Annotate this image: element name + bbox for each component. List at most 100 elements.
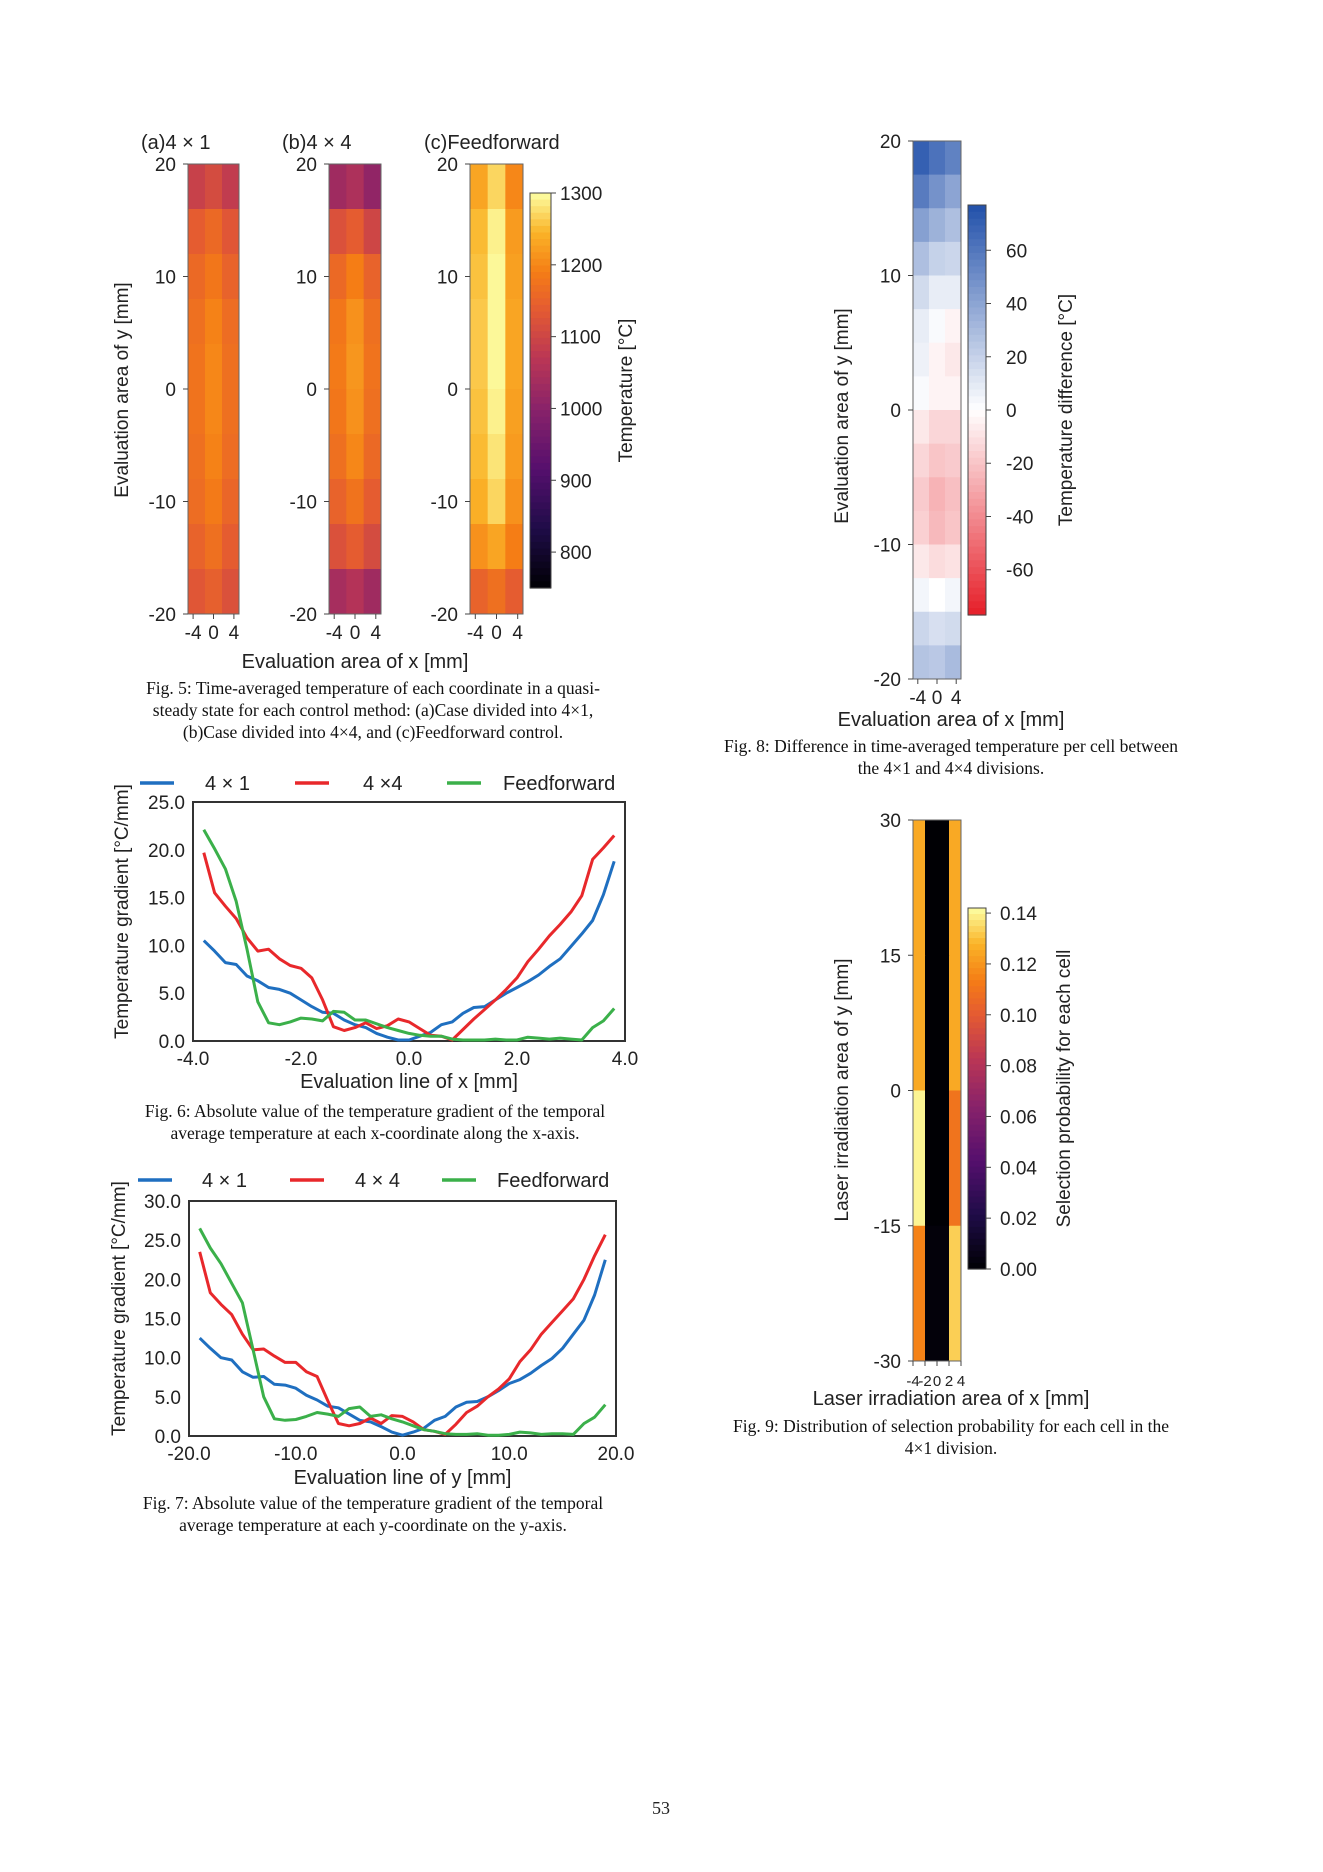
x-tick-label: 0	[933, 1373, 941, 1390]
heatmap-cell	[222, 344, 240, 390]
colorbar-segment	[968, 1094, 986, 1102]
heatmap-cell	[937, 955, 950, 1091]
colorbar-segment	[968, 300, 986, 309]
colorbar-tick-label: 1300	[560, 184, 602, 205]
heatmap-cell	[363, 479, 382, 525]
heatmap-cell	[363, 299, 382, 345]
y-tick-label: 25.0	[144, 1231, 181, 1252]
heatmap-cell	[913, 1090, 926, 1227]
heatmap-cell	[329, 164, 347, 210]
x-tick-label: -4	[906, 1373, 919, 1390]
fig7-chart: 0.0 5.0 10.0 15.0 20.0 25.0 30.0 -20.0 -10.0 0.0 1…	[109, 1170, 634, 1489]
colorbar-tick-label: -20	[1006, 454, 1033, 475]
colorbar-segment	[968, 505, 986, 514]
colorbar-segment	[530, 212, 551, 220]
heatmap-cell	[929, 241, 946, 276]
heatmap-cell	[470, 479, 489, 525]
colorbar-segment	[968, 280, 986, 288]
series-line	[198, 1234, 607, 1436]
colorbar-segment	[968, 369, 986, 377]
colorbar-segment	[968, 1118, 986, 1126]
heatmap-cell	[945, 477, 962, 512]
heatmap-cell	[487, 299, 506, 345]
y-tick-label: 20.0	[148, 841, 185, 862]
x-tick-label: -4	[909, 688, 926, 709]
heatmap-cell	[929, 174, 946, 209]
x-tick-label: -4	[467, 623, 484, 644]
colorbar-segment	[968, 464, 986, 473]
colorbar-segment	[530, 416, 551, 425]
colorbar-segment	[968, 232, 986, 240]
caption-line: steady state for each control method: (a…	[152, 700, 594, 720]
heatmap-cell	[188, 434, 206, 480]
colorbar-tick-label: 0.06	[1000, 1107, 1037, 1128]
colorbar-segment	[968, 416, 986, 425]
panel-title: (b)4 × 4	[282, 132, 351, 154]
heatmap-cell	[925, 1090, 938, 1227]
colorbar-segment	[968, 451, 986, 459]
heatmap-cell	[487, 479, 506, 525]
legend-label: 4 × 1	[205, 773, 250, 795]
colorbar-segment	[968, 519, 986, 527]
heatmap-cell	[329, 254, 347, 300]
heatmap-cell	[188, 209, 206, 255]
heatmap-cell	[929, 208, 946, 243]
heatmap-cell	[487, 434, 506, 480]
colorbar-segment	[968, 553, 986, 561]
colorbar-frame	[967, 907, 987, 1270]
caption-line: average temperature at each y-coordinate…	[179, 1515, 567, 1535]
heatmap-cell	[205, 524, 223, 570]
heatmap-cell	[945, 342, 962, 377]
heatmap-cell	[913, 820, 926, 956]
colorbar-segment	[968, 205, 986, 213]
colorbar-label: Temperature [°C]	[616, 319, 637, 463]
colorbar-segment	[530, 548, 551, 556]
colorbar-segment	[968, 1184, 986, 1192]
colorbar-segment	[968, 471, 986, 479]
y-axis-label: Temperature gradient [°C/mm]	[109, 1181, 130, 1436]
colorbar-segment	[530, 258, 551, 267]
colorbar-segment	[968, 1196, 986, 1204]
colorbar-segment	[968, 1130, 986, 1138]
y-tick-label: -30	[874, 1352, 901, 1373]
fig5-caption: Fig. 5: Time-averaged temperature of eac…	[53, 677, 693, 743]
caption-line: the 4×1 and 4×4 divisions.	[857, 758, 1045, 778]
colorbar-tick-label: -60	[1006, 561, 1033, 582]
colorbar-segment	[968, 533, 986, 541]
heatmap-cell	[505, 389, 524, 435]
y-tick-label: 0.0	[155, 1427, 181, 1448]
x-tick-label: 0.0	[389, 1444, 415, 1465]
colorbar-segment	[968, 492, 986, 500]
colorbar-segment	[968, 1010, 986, 1017]
colorbar-segment	[968, 998, 986, 1005]
heatmap-cell	[188, 524, 206, 570]
colorbar-segment	[968, 1100, 986, 1108]
colorbar-segment	[968, 546, 986, 555]
colorbar-tick-label: 0.02	[1000, 1209, 1037, 1230]
colorbar-tick-label: 0.04	[1000, 1158, 1037, 1179]
x-tick-label: -4	[185, 623, 202, 644]
colorbar-segment	[968, 293, 986, 302]
y-tick-label: -10	[149, 493, 176, 514]
colorbar-segment	[968, 266, 986, 274]
heatmap-cell	[222, 389, 240, 435]
heatmap-cell	[505, 479, 524, 525]
y-tick-label: 15.0	[144, 1310, 181, 1331]
colorbar-segment	[530, 278, 551, 286]
colorbar-segment	[968, 1190, 986, 1198]
colorbar-segment	[968, 956, 986, 963]
heatmap-cell	[945, 309, 962, 344]
legend-label: 4 × 4	[355, 1170, 400, 1192]
heatmap-cell	[363, 254, 382, 300]
plot-area	[192, 801, 626, 1042]
y-tick-label: 10.0	[148, 936, 185, 957]
colorbar-segment	[968, 307, 986, 315]
colorbar-segment	[968, 968, 986, 975]
x-tick-label: 4	[371, 623, 382, 644]
fig9-caption: Fig. 9: Distribution of selection probab…	[631, 1415, 1271, 1459]
heatmap-cell	[505, 164, 524, 210]
x-axis-label: Evaluation line of y [mm]	[294, 1467, 512, 1489]
colorbar-segment	[968, 580, 986, 589]
